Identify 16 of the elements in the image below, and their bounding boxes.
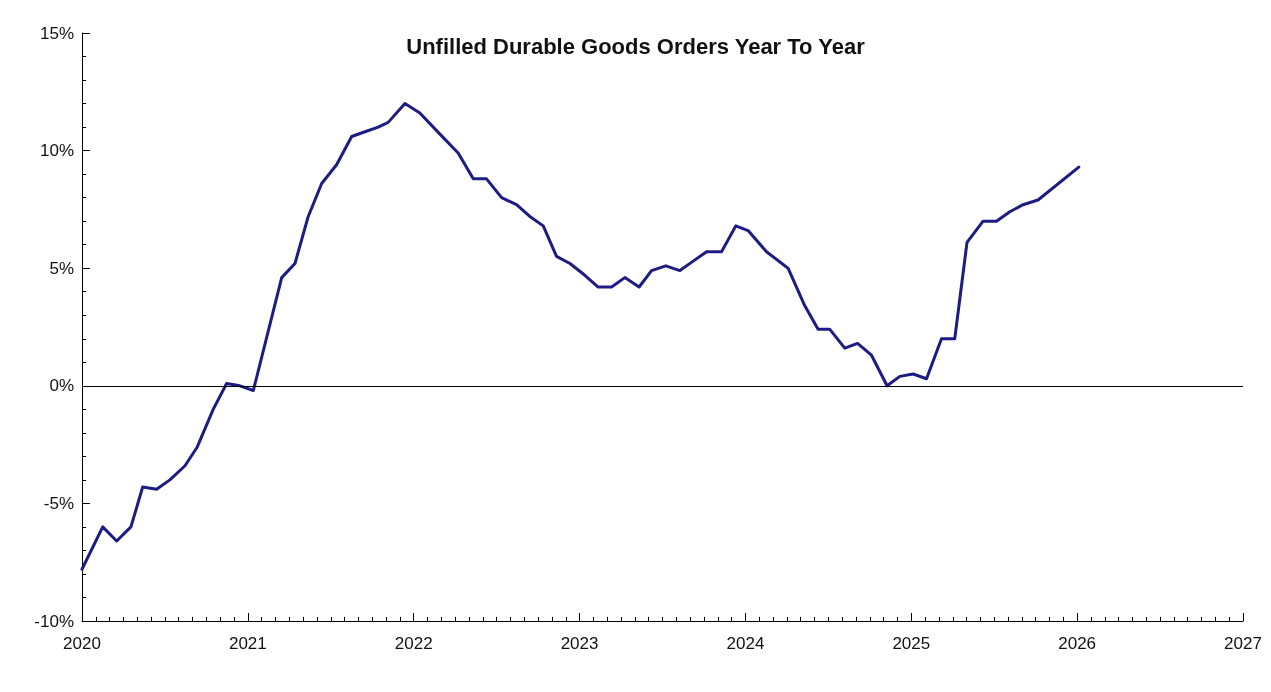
y-tick-label: 15% [39,23,74,43]
y-tick-label: 5% [49,258,74,278]
x-tick-label: 2026 [1058,634,1097,653]
y-tick-label: 0% [49,376,74,396]
y-tick-label: 10% [39,141,74,161]
x-tick-label: 2020 [63,634,101,653]
x-tick-label: 2024 [726,634,765,653]
line-series [80,102,1081,571]
x-tick-label: 2021 [228,634,267,653]
x-tick-label: 2025 [892,634,931,653]
chart-title: Unfilled Durable Goods Orders Year To Year [406,33,866,59]
y-tick-label: -10% [34,611,74,631]
x-tick-label: 2022 [394,634,433,653]
y-tick-label: -5% [43,493,74,513]
x-tick-label: 2023 [560,634,599,653]
x-tick-label: 2027 [1224,634,1262,653]
